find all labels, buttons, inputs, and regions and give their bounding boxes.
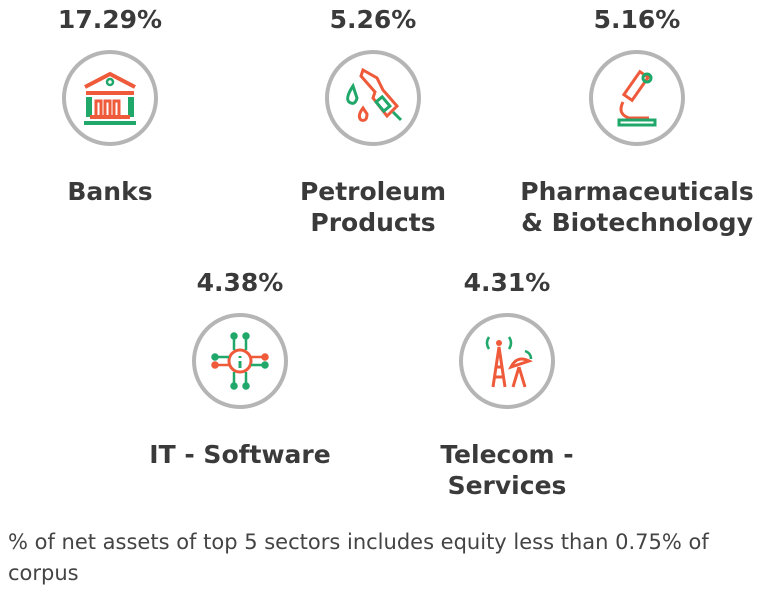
sector-percent: 4.38%	[196, 268, 284, 297]
microscope-icon	[589, 50, 685, 146]
sector-label: Pharmaceuticals & Biotechnology	[520, 177, 754, 237]
sector-percent: 5.16%	[593, 5, 681, 34]
sector-label: Telecom - Services	[440, 440, 574, 500]
sector-telecom: 4.31% Telecom - Services	[387, 268, 627, 501]
fuel-nozzle-icon	[325, 50, 421, 146]
bank-icon	[62, 50, 158, 146]
chip-icon	[192, 313, 288, 409]
footnote: % of net assets of top 5 sectors include…	[8, 530, 709, 585]
sector-percent: 17.29%	[57, 5, 163, 34]
sector-petroleum: 5.26% Petroleum Products	[253, 5, 493, 238]
sector-label: IT - Software	[149, 440, 331, 469]
sector-percent: 5.26%	[329, 5, 417, 34]
sector-label: Petroleum Products	[299, 177, 447, 237]
sector-percent: 4.31%	[463, 268, 551, 297]
sector-pharma: 5.16% Pharmaceuticals & Biotechnology	[517, 5, 757, 238]
tower-icon	[459, 313, 555, 409]
sector-banks: 17.29% Banks	[0, 5, 230, 207]
sector-it-software: 4.38% IT - Software	[120, 268, 360, 470]
sector-label: Banks	[67, 177, 153, 206]
